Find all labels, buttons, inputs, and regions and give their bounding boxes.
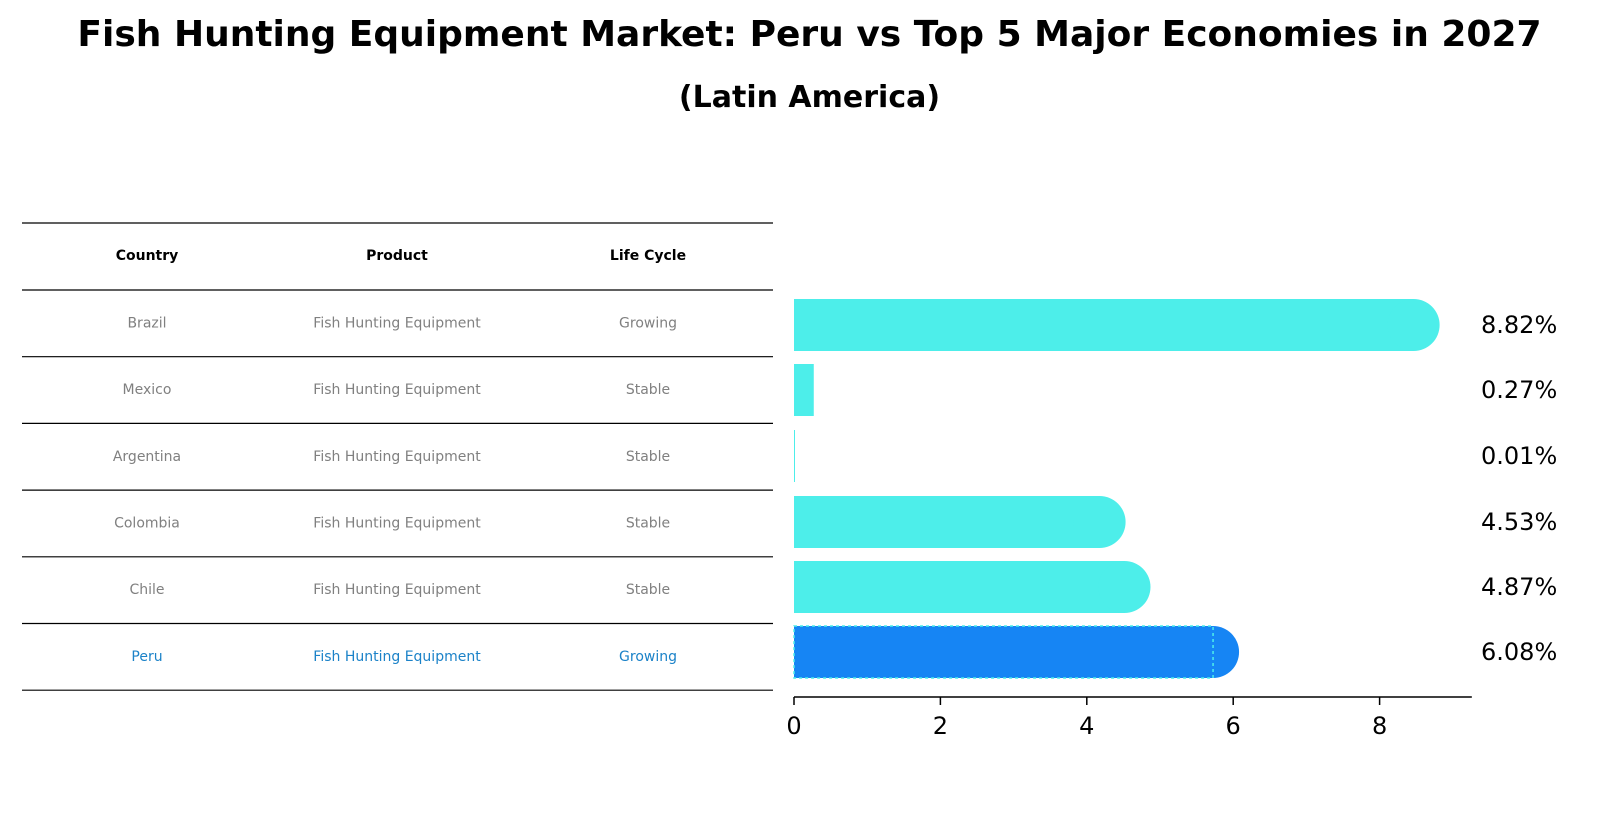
table-cell-product: Fish Hunting Equipment: [313, 382, 481, 398]
table-cell-life-cycle: Stable: [626, 449, 670, 465]
x-tick-label: 4: [1079, 712, 1094, 740]
x-axis: 0 2 4 6 8: [786, 696, 1472, 740]
table-cell-country: Colombia: [114, 515, 180, 531]
highlight-outline: [793, 625, 1214, 679]
bar: [794, 496, 1100, 548]
table-cell-life-cycle: Growing: [619, 315, 677, 331]
x-tick-label: 2: [933, 712, 948, 740]
bar-value-label: 0.01%: [1481, 442, 1557, 470]
bar-plot: 8.82% 0.27% 0.01% 4.53% 4.87% 6.08%: [793, 299, 1557, 679]
table-cell-country: Peru: [131, 649, 162, 665]
table-cell-product: Fish Hunting Equipment: [313, 582, 481, 598]
bar-cap: [1387, 299, 1440, 351]
table-cell-product: Fish Hunting Equipment: [313, 515, 481, 531]
bar-value-label: 4.87%: [1481, 573, 1557, 601]
table-cell-product: Fish Hunting Equipment: [313, 649, 481, 665]
bar-cap: [1098, 561, 1151, 613]
x-tick-label: 6: [1226, 712, 1241, 740]
bar-cap: [1073, 496, 1126, 548]
x-tick-label: 0: [786, 712, 801, 740]
bar-value-label: 6.08%: [1481, 638, 1557, 666]
bar: [794, 299, 1414, 351]
bar-value-label: 4.53%: [1481, 508, 1557, 536]
bar-group: 0.01%: [794, 430, 1557, 482]
bar: [794, 364, 814, 416]
bar-group: 8.82%: [794, 299, 1557, 351]
bar-value-label: 8.82%: [1481, 311, 1557, 339]
bar-group: 6.08%: [793, 625, 1557, 679]
x-tick-label: 8: [1372, 712, 1387, 740]
bar: [794, 626, 1214, 678]
table-cell-life-cycle: Stable: [626, 515, 670, 531]
table-cell-product: Fish Hunting Equipment: [313, 449, 481, 465]
table-cell-life-cycle: Growing: [619, 649, 677, 665]
chart-title: Fish Hunting Equipment Market: Peru vs T…: [77, 14, 1542, 55]
bar-group: 4.53%: [794, 496, 1557, 548]
chart-subtitle: (Latin America): [678, 80, 941, 115]
table-cell-country: Argentina: [113, 449, 181, 465]
bar-group: 0.27%: [794, 364, 1557, 416]
table-header-product: Product: [366, 248, 428, 264]
bar: [794, 561, 1125, 613]
table-cell-product: Fish Hunting Equipment: [313, 315, 481, 331]
data-table: Country Product Life Cycle Brazil Fish Hunti…: [22, 222, 773, 691]
table-cell-country: Brazil: [127, 315, 166, 331]
table-header-country: Country: [116, 248, 179, 264]
table-cell-life-cycle: Stable: [626, 382, 670, 398]
table-cell-country: Chile: [129, 582, 164, 598]
bar-value-label: 0.27%: [1481, 376, 1557, 404]
table-cell-country: Mexico: [123, 382, 172, 398]
bar-group: 4.87%: [794, 561, 1557, 613]
table-header-life-cycle: Life Cycle: [610, 248, 686, 264]
table-cell-life-cycle: Stable: [626, 582, 670, 598]
bar: [794, 430, 795, 482]
